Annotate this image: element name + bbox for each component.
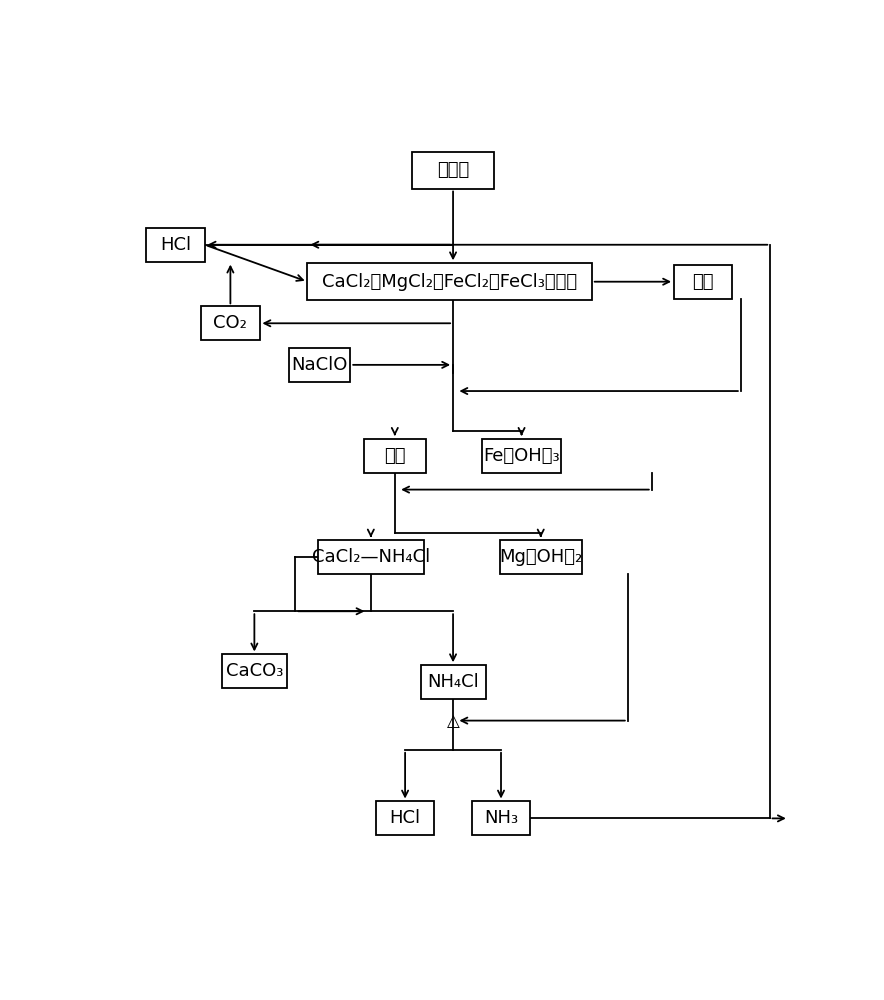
Text: △: △ — [446, 712, 460, 730]
Text: HCl: HCl — [390, 809, 421, 827]
Text: 石灿石: 石灿石 — [437, 161, 469, 179]
Bar — [499, 540, 582, 574]
Bar — [222, 654, 287, 688]
Bar — [202, 306, 260, 340]
Text: HCl: HCl — [160, 236, 191, 254]
Bar — [482, 439, 561, 473]
Text: Mg（OH）₂: Mg（OH）₂ — [499, 548, 583, 566]
Bar — [317, 540, 424, 574]
Text: CO₂: CO₂ — [213, 314, 248, 332]
Bar — [308, 263, 591, 300]
Bar — [288, 348, 350, 382]
Bar — [376, 801, 434, 835]
Text: Fe（OH）₃: Fe（OH）₃ — [484, 447, 560, 465]
Bar — [412, 152, 494, 189]
Text: 滤渣: 滤渣 — [692, 273, 714, 291]
Text: NaClO: NaClO — [291, 356, 347, 374]
Text: CaCl₂—NH₄Cl: CaCl₂—NH₄Cl — [312, 548, 430, 566]
Text: CaCl₂、MgCl₂【FeCl₂、FeCl₃微量】: CaCl₂、MgCl₂【FeCl₂、FeCl₃微量】 — [322, 273, 577, 291]
Text: 滤液: 滤液 — [384, 447, 406, 465]
Bar — [421, 665, 485, 699]
Text: CaCO₃: CaCO₃ — [225, 662, 283, 680]
Bar — [472, 801, 530, 835]
Text: NH₃: NH₃ — [484, 809, 518, 827]
Text: NH₄Cl: NH₄Cl — [427, 673, 479, 691]
Bar — [674, 265, 732, 299]
Bar — [364, 439, 426, 473]
Bar — [147, 228, 205, 262]
